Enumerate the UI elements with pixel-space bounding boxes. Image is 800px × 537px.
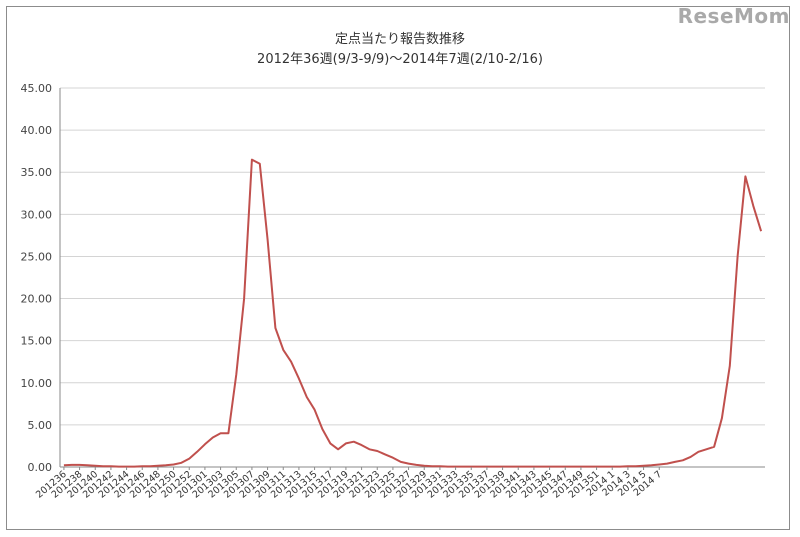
y-tick-label: 45.00 xyxy=(21,82,53,95)
y-tick-label: 5.00 xyxy=(28,419,53,432)
y-tick-label: 40.00 xyxy=(21,124,53,137)
chart-frame xyxy=(6,6,790,530)
y-tick-label: 30.00 xyxy=(21,208,53,221)
chart-subtitle: 2012年36週(9/3-9/9)～2014年7週(2/10-2/16) xyxy=(257,52,543,67)
y-tick-label: 35.00 xyxy=(21,166,53,179)
y-tick-label: 15.00 xyxy=(21,335,53,348)
y-tick-label: 20.00 xyxy=(21,293,53,306)
y-tick-label: 0.00 xyxy=(28,461,53,474)
series-line xyxy=(63,158,763,468)
watermark-logo: ReseMom xyxy=(677,4,790,28)
chart-title: 定点当たり報告数推移 xyxy=(334,32,465,47)
y-tick-label: 10.00 xyxy=(21,377,53,390)
y-tick-label: 25.00 xyxy=(21,250,53,263)
